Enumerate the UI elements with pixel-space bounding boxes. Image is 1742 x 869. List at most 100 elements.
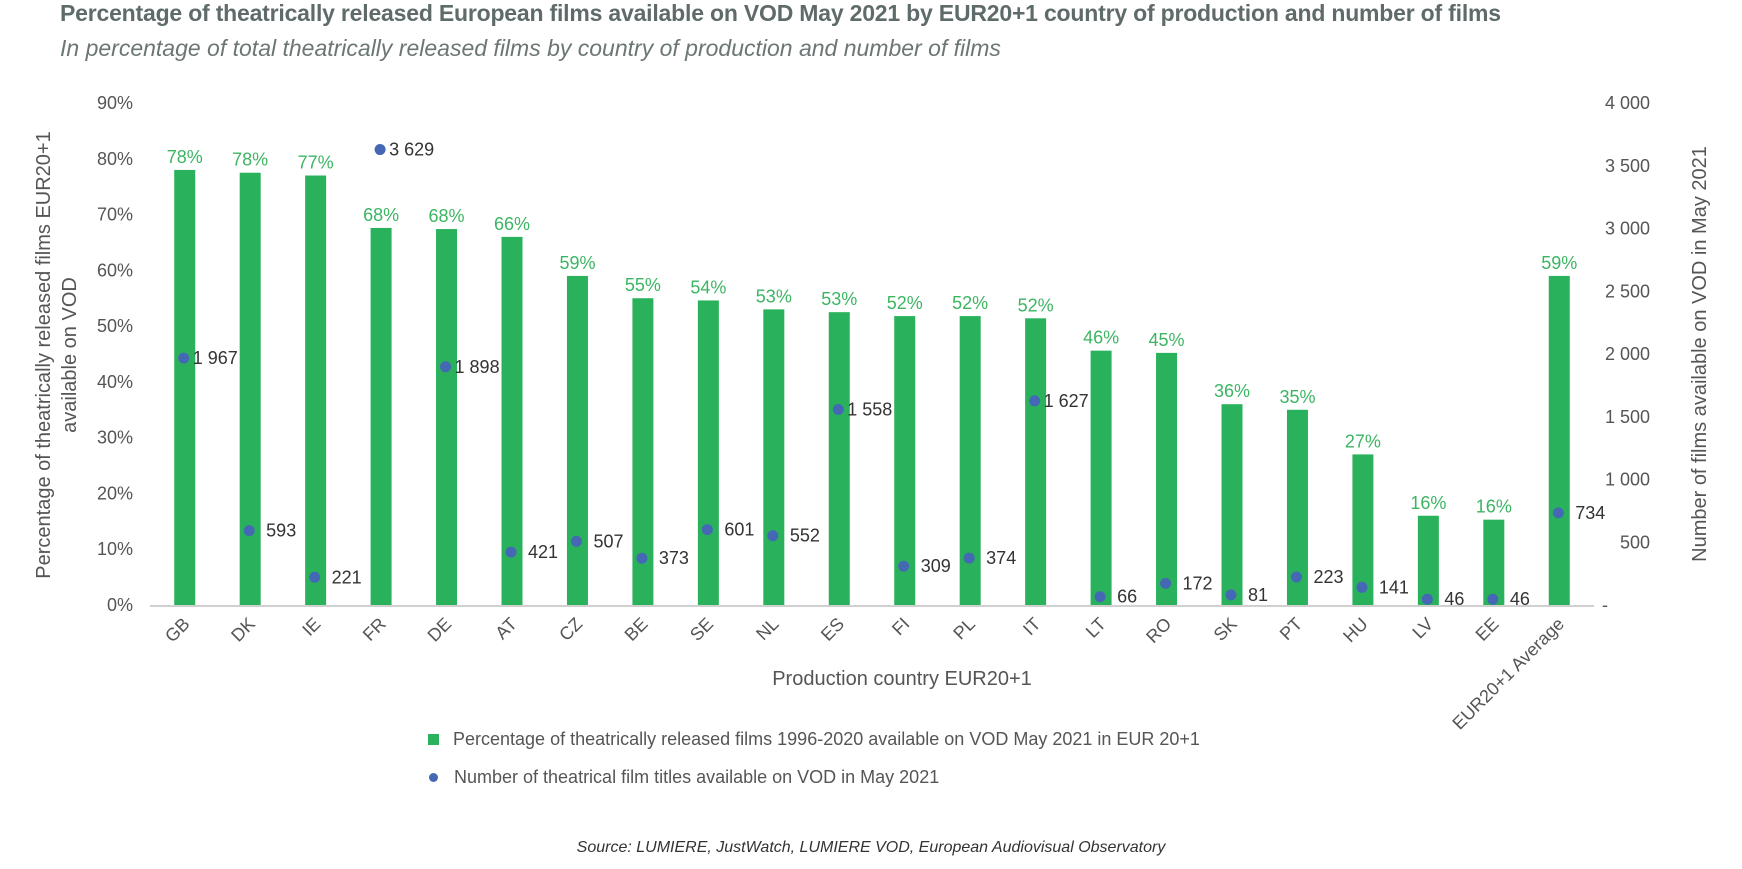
dot-value-label: 172: [1183, 573, 1213, 593]
bar-value-label: 45%: [1149, 330, 1185, 350]
bar: [1352, 454, 1374, 605]
bar: [501, 236, 523, 605]
bar: [1548, 275, 1570, 605]
dot: [1094, 591, 1106, 603]
dot-value-label: 66: [1117, 587, 1137, 607]
y-tick-label-right: 1 500: [1605, 407, 1650, 427]
chart-subtitle: In percentage of total theatrically rele…: [60, 35, 1001, 61]
dot-value-label: 223: [1313, 567, 1343, 587]
x-tick-label: SK: [1210, 614, 1241, 645]
y-tick-label-right: 4 000: [1605, 93, 1650, 113]
bar-series: 78% 78% 77% 68% 68% 66% 59% 55% 54% 53% 53% 52% 52% 5…: [167, 147, 1577, 606]
dot: [1487, 593, 1499, 605]
bar-value-label: 52%: [952, 293, 988, 313]
y-tick-label-left: 90%: [97, 93, 133, 113]
bar-value-label: 78%: [232, 150, 268, 170]
y-tick-label-left: 20%: [97, 483, 133, 503]
dot-value-label: 421: [528, 542, 558, 562]
y-tick-label-left: 40%: [97, 372, 133, 392]
bar-value-label: 55%: [625, 275, 661, 295]
x-axis-title: Production country EUR20+1: [772, 668, 1032, 690]
legend-bar-swatch-icon: [428, 734, 439, 745]
legend-item-percentage: Percentage of theatrically released film…: [428, 729, 1200, 750]
dot: [374, 144, 386, 156]
y-tick-label-left: 60%: [97, 260, 133, 280]
x-tick-label: NL: [752, 614, 782, 644]
x-tick-label: BE: [621, 614, 652, 645]
y-axis-title-left-line2: available on VOD: [59, 277, 81, 433]
dot: [178, 352, 190, 364]
bar-value-label: 59%: [1541, 253, 1577, 273]
bar-value-label: 36%: [1214, 381, 1250, 401]
bar: [1286, 409, 1308, 605]
dot-value-label: 374: [986, 548, 1016, 568]
left-axis: 0% 10% 20% 30% 40% 50% 60% 70% 80% 90%: [97, 93, 133, 615]
dot-value-label: 601: [724, 520, 754, 540]
dot-value-label: 373: [659, 548, 689, 568]
bar: [566, 275, 588, 605]
dot: [636, 552, 648, 564]
bar-value-label: 53%: [821, 289, 857, 309]
dot: [1225, 589, 1237, 601]
dot: [309, 571, 321, 583]
dot-value-label: 81: [1248, 585, 1268, 605]
dot: [1356, 581, 1368, 593]
bar-value-label: 68%: [429, 206, 465, 226]
bar: [305, 175, 327, 605]
chart-title: Percentage of theatrically released Euro…: [60, 0, 1501, 26]
bar: [697, 300, 719, 605]
bar-value-label: 53%: [756, 286, 792, 306]
bar: [1417, 515, 1439, 605]
x-tick-label: ES: [817, 614, 848, 645]
dot-value-label: 1 898: [455, 357, 500, 377]
x-tick-label: AT: [491, 614, 520, 643]
dot: [1290, 571, 1302, 583]
x-tick-label: HU: [1339, 614, 1372, 647]
y-tick-label-right: 500: [1620, 532, 1650, 552]
legend-dot-swatch-icon: [429, 773, 438, 782]
dot: [1552, 507, 1564, 519]
dot: [898, 560, 910, 572]
dot: [440, 361, 452, 373]
x-tick-label: LT: [1082, 614, 1110, 642]
y-tick-label-right: -: [1602, 595, 1608, 615]
y-tick-label-right: 3 000: [1605, 219, 1650, 239]
y-tick-label-left: 80%: [97, 149, 133, 169]
dot-value-label: 309: [921, 556, 951, 576]
y-tick-label-left: 10%: [97, 539, 133, 559]
legend-item-number: Number of theatrical film titles availab…: [428, 767, 939, 788]
x-tick-label: IE: [298, 614, 324, 640]
bar-value-label: 66%: [494, 214, 530, 234]
right-axis: - 500 1 000 1 500 2 000 2 500 3 000 3 500 4 000: [1602, 93, 1650, 615]
dot-value-label: 46: [1444, 589, 1464, 609]
y-axis-title-right: Number of films available on VOD in May …: [1689, 146, 1711, 562]
dot: [767, 530, 779, 542]
y-tick-label-left: 50%: [97, 316, 133, 336]
x-tick-label: DE: [424, 614, 456, 646]
x-tick-label: PL: [949, 614, 979, 644]
bar: [828, 312, 850, 605]
bar: [370, 227, 392, 606]
y-tick-label-right: 3 500: [1605, 156, 1650, 176]
bar-value-label: 46%: [1083, 328, 1119, 348]
dot-value-label: 221: [332, 567, 362, 587]
dot: [570, 535, 582, 547]
dot-value-label: 593: [266, 521, 296, 541]
dot-value-label: 1 627: [1044, 391, 1089, 411]
x-tick-label: FR: [359, 614, 390, 645]
y-axis-title-left: Percentage of theatrically released film…: [33, 131, 55, 578]
y-tick-label-left: 30%: [97, 428, 133, 448]
source-note: Source: LUMIERE, JustWatch, LUMIERE VOD,…: [576, 839, 1166, 856]
x-tick-label: EUR20+1 Average: [1448, 614, 1568, 734]
bar-value-label: 68%: [363, 205, 399, 225]
x-tick-label: PT: [1276, 614, 1306, 644]
dot: [1029, 395, 1041, 407]
bar: [1156, 352, 1178, 605]
dot: [243, 525, 255, 537]
bar: [174, 169, 196, 605]
y-tick-label-right: 1 000: [1605, 470, 1650, 490]
bar: [1221, 404, 1243, 605]
x-tick-label: IT: [1019, 614, 1044, 639]
y-tick-label-left: 0%: [107, 595, 133, 615]
